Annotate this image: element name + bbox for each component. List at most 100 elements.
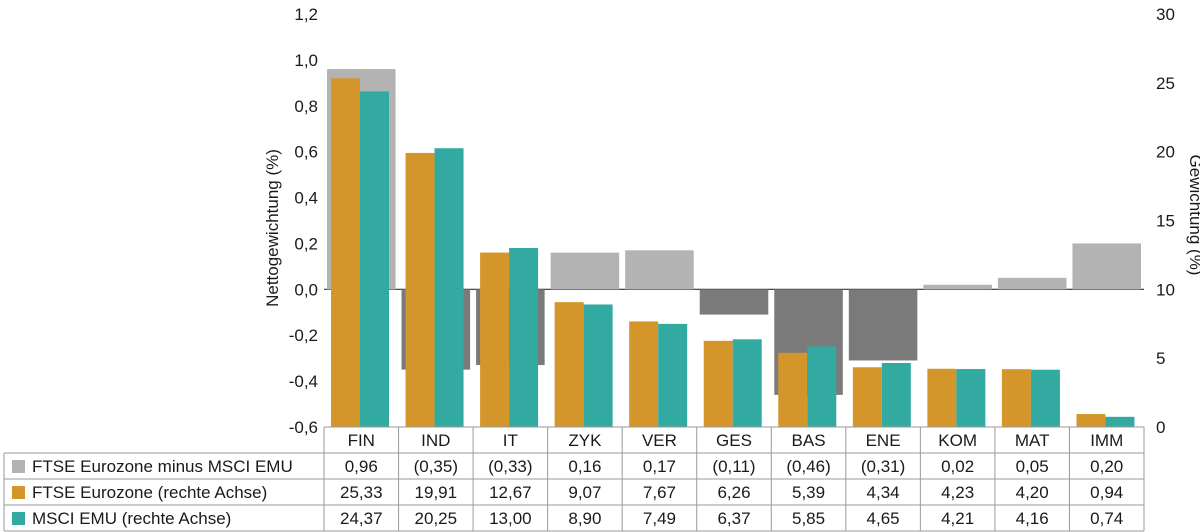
legend-swatch-3 [12, 512, 25, 525]
legend-label-2: FTSE Eurozone (rechte Achse) [32, 483, 267, 502]
right-tick-label: 0 [1156, 418, 1165, 437]
data-label: 25,33 [340, 483, 383, 502]
data-label: 13,00 [489, 509, 532, 528]
ftse-eurozone-bar-kom [927, 368, 957, 427]
left-tick-label: 0,6 [294, 143, 318, 162]
msci-emu-bar-zyk [583, 304, 613, 427]
ftse-eurozone-bar-ges [703, 340, 733, 427]
data-label: 5,85 [792, 509, 825, 528]
ftse-eurozone-bar-zyk [554, 302, 584, 427]
right-tick-label: 20 [1156, 143, 1175, 162]
ftse-eurozone-bar-ver [629, 321, 659, 427]
left-tick-label: 0,8 [294, 97, 318, 116]
msci-emu-bar-imm [1105, 416, 1135, 427]
category-label-fin: FIN [348, 431, 375, 450]
category-label-zyk: ZYK [568, 431, 602, 450]
left-tick-label: 0,0 [294, 280, 318, 299]
msci-emu-bar-kom [956, 369, 986, 427]
ftse-eurozone-bars [331, 78, 1106, 427]
legend-swatch-2 [12, 486, 25, 499]
msci-emu-bar-ind [434, 148, 464, 427]
right-axis-tick-labels: 0 5 10 15 20 25 30 [1156, 5, 1175, 437]
data-label: 4,34 [867, 483, 900, 502]
data-label: 6,26 [717, 483, 750, 502]
data-label: 4,23 [941, 483, 974, 502]
left-tick-label: 0,2 [294, 234, 318, 253]
data-label: 7,67 [643, 483, 676, 502]
net-weight-bar-ges [699, 289, 769, 315]
category-label-ges: GES [716, 431, 752, 450]
right-tick-label: 10 [1156, 280, 1175, 299]
category-label-bas: BAS [792, 431, 826, 450]
left-tick-label: -0,2 [289, 326, 318, 345]
right-tick-label: 15 [1156, 212, 1175, 231]
category-label-kom: KOM [938, 431, 977, 450]
category-label-imm: IMM [1090, 431, 1123, 450]
data-label: 9,07 [568, 483, 601, 502]
net-weight-bar-kom [923, 284, 992, 290]
category-label-ver: VER [642, 431, 677, 450]
data-label: 20,25 [415, 509, 458, 528]
data-label: 0,17 [643, 457, 676, 476]
data-label: 24,37 [340, 509, 383, 528]
left-tick-label: 0,4 [294, 189, 318, 208]
msci-emu-bar-it [509, 248, 539, 427]
right-tick-label: 5 [1156, 349, 1165, 368]
data-label: (0,33) [488, 457, 532, 476]
data-label: 4,21 [941, 509, 974, 528]
right-tick-label: 30 [1156, 5, 1175, 24]
category-label-mat: MAT [1015, 431, 1050, 450]
data-label: 0,74 [1090, 509, 1123, 528]
data-label: (0,11) [712, 457, 755, 476]
msci-emu-bar-ene [881, 362, 911, 427]
ftse-eurozone-bar-it [480, 252, 510, 427]
data-label: 12,67 [489, 483, 532, 502]
msci-emu-bar-ges [732, 339, 762, 427]
msci-emu-bars [360, 91, 1135, 427]
legend-swatch-1 [12, 460, 25, 473]
ftse-eurozone-bar-ene [852, 367, 882, 427]
net-weight-bar-mat [997, 277, 1067, 290]
data-label: 0,94 [1090, 483, 1123, 502]
category-label-it: IT [503, 431, 518, 450]
msci-emu-bar-fin [360, 91, 389, 427]
data-label: 0,05 [1016, 457, 1049, 476]
msci-emu-bar-mat [1030, 369, 1060, 427]
net-weight-bar-ene [848, 289, 918, 361]
left-axis-label: Nettogewichtung (%) [263, 149, 282, 307]
data-label: (0,31) [861, 457, 905, 476]
msci-emu-bar-bas [807, 346, 837, 427]
data-label: 4,20 [1016, 483, 1049, 502]
data-label: 0,96 [345, 457, 378, 476]
legend-label-3: MSCI EMU (rechte Achse) [32, 509, 231, 528]
data-label: 0,16 [568, 457, 601, 476]
right-tick-label: 25 [1156, 74, 1175, 93]
data-label: 5,39 [792, 483, 825, 502]
data-label: (0,46) [786, 457, 830, 476]
ftse-eurozone-bar-bas [778, 352, 808, 427]
net-weight-bar-zyk [550, 252, 620, 290]
data-label: 8,90 [568, 509, 601, 528]
ftse-eurozone-bar-fin [331, 78, 360, 427]
net-weight-bar-ver [625, 250, 694, 290]
legend-label-1: FTSE Eurozone minus MSCI EMU [32, 457, 293, 476]
net-weight-bar-imm [1072, 243, 1141, 290]
ftse-eurozone-bar-ind [405, 152, 435, 427]
data-table: FIN IND IT ZYK VER GES BAS ENE KOM MAT IMM FTSE Eur… [3, 426, 1145, 532]
data-label: 4,65 [867, 509, 900, 528]
left-tick-label: 1,0 [294, 51, 318, 70]
data-label: 0,02 [941, 457, 974, 476]
category-label-ene: ENE [866, 431, 901, 450]
ftse-eurozone-bar-mat [1001, 369, 1031, 427]
data-label: 19,91 [415, 483, 458, 502]
category-label-ind: IND [421, 431, 450, 450]
data-label: 4,16 [1016, 509, 1049, 528]
left-tick-label: -0,6 [289, 418, 318, 437]
msci-emu-bar-ver [658, 323, 688, 427]
right-axis-label: Gewichtung (%) [1186, 155, 1200, 276]
left-tick-label: 1,2 [294, 5, 318, 24]
ftse-eurozone-bar-imm [1076, 414, 1106, 427]
left-axis-tick-labels: -0,6 -0,4 -0,2 0,0 0,2 0,4 0,6 0,8 1,0 1,2 [289, 5, 318, 437]
data-label: 0,20 [1090, 457, 1123, 476]
